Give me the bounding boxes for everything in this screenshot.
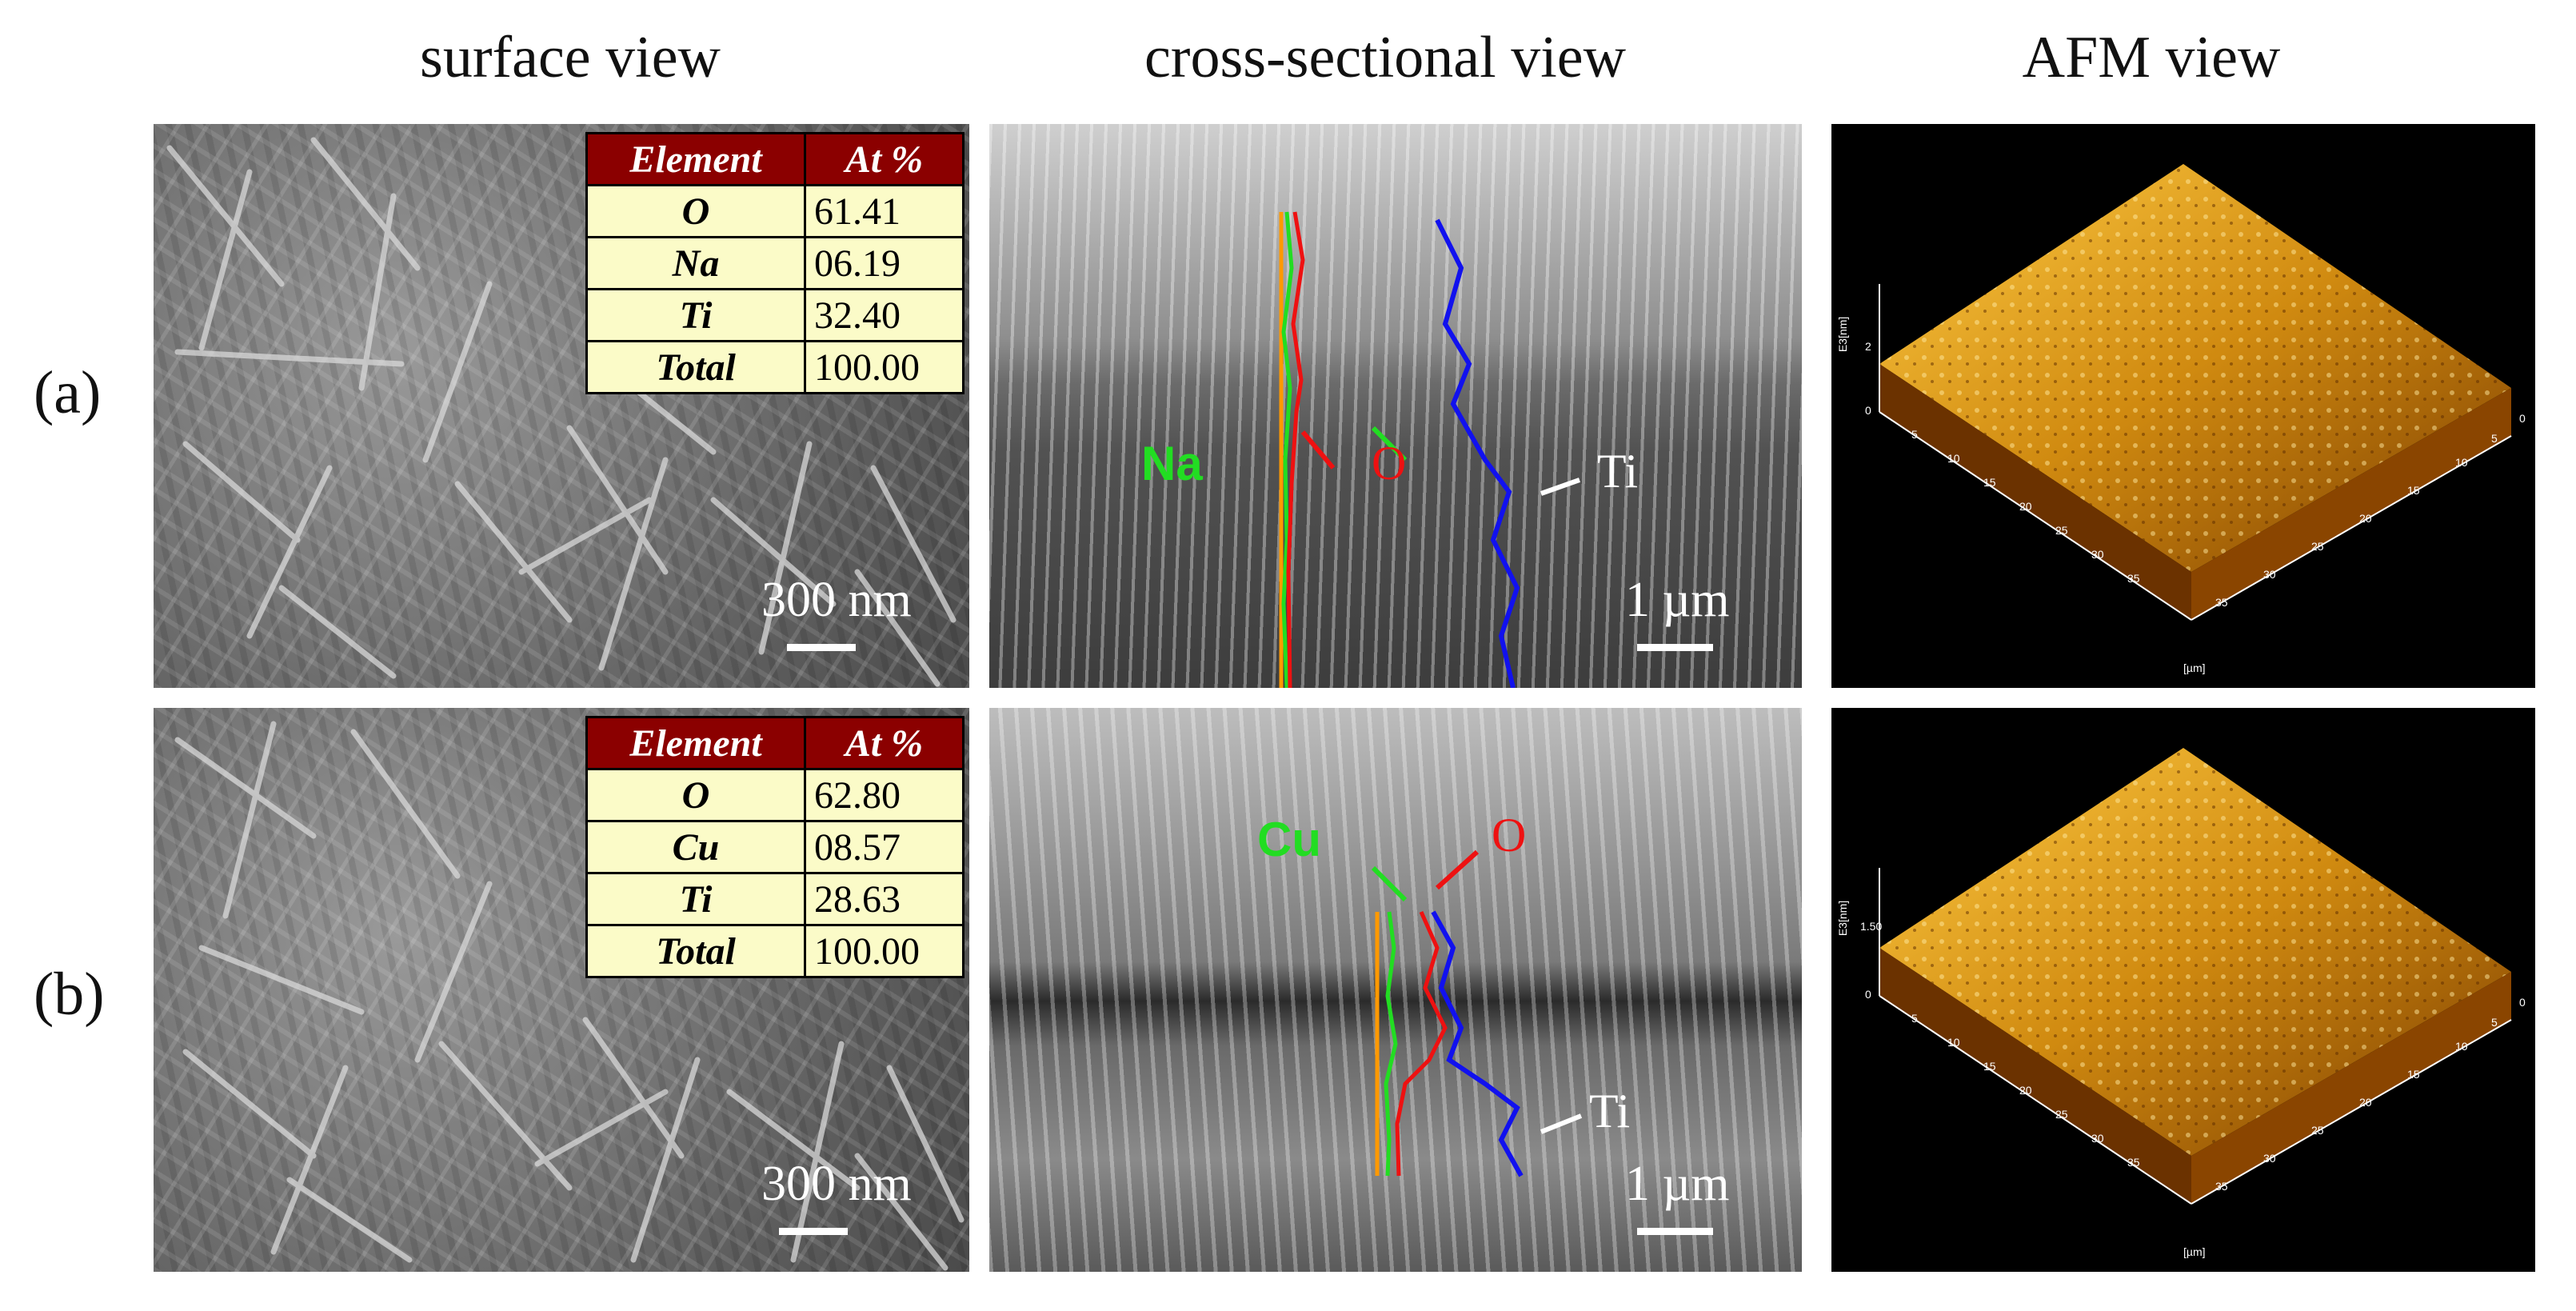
label-o: O xyxy=(1492,809,1527,861)
label-na: Na xyxy=(1141,437,1203,490)
table-value: 08.57 xyxy=(804,820,965,874)
afm-tick: 20 xyxy=(2359,512,2372,525)
table-element: Total xyxy=(585,340,806,394)
afm-tick: 10 xyxy=(1947,1036,1960,1049)
afm-z-tick: 1.50 xyxy=(1860,920,1883,933)
afm-tick: 35 xyxy=(2215,1180,2228,1193)
table-element: O xyxy=(585,768,806,822)
table-header-at: At % xyxy=(804,716,965,770)
scale-bar xyxy=(779,1228,848,1235)
table-element: Na xyxy=(585,236,806,290)
afm-tick: 0 xyxy=(2519,412,2526,425)
composition-table-a: Element At % O 61.41 Na 06.19 Ti 32.40 Total… xyxy=(585,132,965,394)
nanowire-texture-a xyxy=(166,137,957,687)
table-element: Ti xyxy=(585,288,806,342)
table-value: 06.19 xyxy=(804,236,965,290)
afm-tick: 25 xyxy=(2055,524,2068,537)
table-value: 100.00 xyxy=(804,924,965,978)
table-header-element: Element xyxy=(585,716,806,770)
afm-tick: 5 xyxy=(1911,1012,1918,1025)
afm-a: E3[nm] 2 0 [µm] 5 10 15 20 25 30 35 35 3… xyxy=(1831,124,2535,688)
label-ti: Ti xyxy=(1589,1085,1631,1137)
afm-tick: 5 xyxy=(2491,1016,2498,1029)
column-title-cross: cross-sectional view xyxy=(1144,25,1627,90)
afm-tick: 35 xyxy=(2127,572,2140,585)
afm-surface-b xyxy=(1879,748,2512,1205)
scale-bar xyxy=(1637,1228,1713,1235)
table-header-at: At % xyxy=(804,132,965,186)
afm-z-tick: 2 xyxy=(1865,340,1871,353)
afm-tick: 25 xyxy=(2311,540,2324,553)
afm-tick: 20 xyxy=(2019,1084,2032,1097)
row-label-a: (a) xyxy=(34,359,102,426)
table-element: Cu xyxy=(585,820,806,874)
row-label-b: (b) xyxy=(34,961,105,1028)
table-value: 62.80 xyxy=(804,768,965,822)
linescan-b xyxy=(1371,849,1583,1177)
sem-cross-a: Na O Ti 1 µm xyxy=(989,124,1802,688)
afm-unit: [µm] xyxy=(2183,1245,2206,1258)
afm-z-label: E3[nm] xyxy=(1836,900,1850,937)
table-element: O xyxy=(585,184,806,238)
afm-tick: 20 xyxy=(2019,500,2032,513)
sem-surface-a: Element At % O 61.41 Na 06.19 Ti 32.40 Total… xyxy=(154,124,969,688)
afm-tick: 0 xyxy=(2519,996,2526,1009)
afm-z-zero: 0 xyxy=(1865,988,1871,1001)
column-title-afm: AFM view xyxy=(2022,25,2281,90)
nanowire-texture-b xyxy=(174,721,965,1271)
linescan-a xyxy=(1279,211,1581,688)
afm-tick: 10 xyxy=(2455,456,2468,469)
table-value: 61.41 xyxy=(804,184,965,238)
afm-b: E3[nm] 1.50 0 [µm] 5 10 15 20 25 30 35 3… xyxy=(1831,708,2535,1272)
table-value: 28.63 xyxy=(804,872,965,926)
table-value: 32.40 xyxy=(804,288,965,342)
afm-tick: 15 xyxy=(2407,484,2420,497)
scale-label: 1 µm xyxy=(1625,1157,1730,1211)
column-title-surface: surface view xyxy=(420,25,721,90)
afm-tick: 5 xyxy=(1911,428,1918,441)
scale-label: 300 nm xyxy=(761,1157,912,1211)
afm-tick: 30 xyxy=(2263,1152,2276,1165)
afm-tick: 15 xyxy=(1983,476,1996,489)
afm-tick: 15 xyxy=(1983,1060,1996,1073)
table-header-element: Element xyxy=(585,132,806,186)
scale-label: 1 µm xyxy=(1625,573,1730,627)
afm-tick: 10 xyxy=(2455,1040,2468,1053)
afm-unit: [µm] xyxy=(2183,661,2206,674)
table-element: Ti xyxy=(585,872,806,926)
afm-tick: 30 xyxy=(2091,548,2104,561)
label-o: O xyxy=(1372,437,1407,490)
afm-z-zero: 0 xyxy=(1865,404,1871,417)
afm-tick: 35 xyxy=(2127,1156,2140,1169)
afm-tick: 35 xyxy=(2215,596,2228,609)
afm-tick: 25 xyxy=(2055,1108,2068,1121)
afm-z-label: E3[nm] xyxy=(1836,316,1850,353)
afm-tick: 30 xyxy=(2263,568,2276,581)
afm-tick: 5 xyxy=(2491,432,2498,445)
afm-tick: 20 xyxy=(2359,1096,2372,1109)
scale-bar xyxy=(787,644,856,651)
scale-label: 300 nm xyxy=(761,573,912,627)
afm-surface-a xyxy=(1879,164,2512,621)
sem-cross-b: Cu O Ti 1 µm xyxy=(989,708,1802,1272)
sem-surface-b: Element At % O 62.80 Cu 08.57 Ti 28.63 Total… xyxy=(154,708,969,1272)
afm-tick: 10 xyxy=(1947,452,1960,465)
scale-bar xyxy=(1637,644,1713,651)
label-ti: Ti xyxy=(1597,445,1639,498)
afm-tick: 15 xyxy=(2407,1068,2420,1081)
table-value: 100.00 xyxy=(804,340,965,394)
table-element: Total xyxy=(585,924,806,978)
afm-tick: 30 xyxy=(2091,1132,2104,1145)
afm-tick: 25 xyxy=(2311,1124,2324,1137)
label-cu: Cu xyxy=(1257,813,1321,866)
composition-table-b: Element At % O 62.80 Cu 08.57 Ti 28.63 Total… xyxy=(585,716,965,978)
